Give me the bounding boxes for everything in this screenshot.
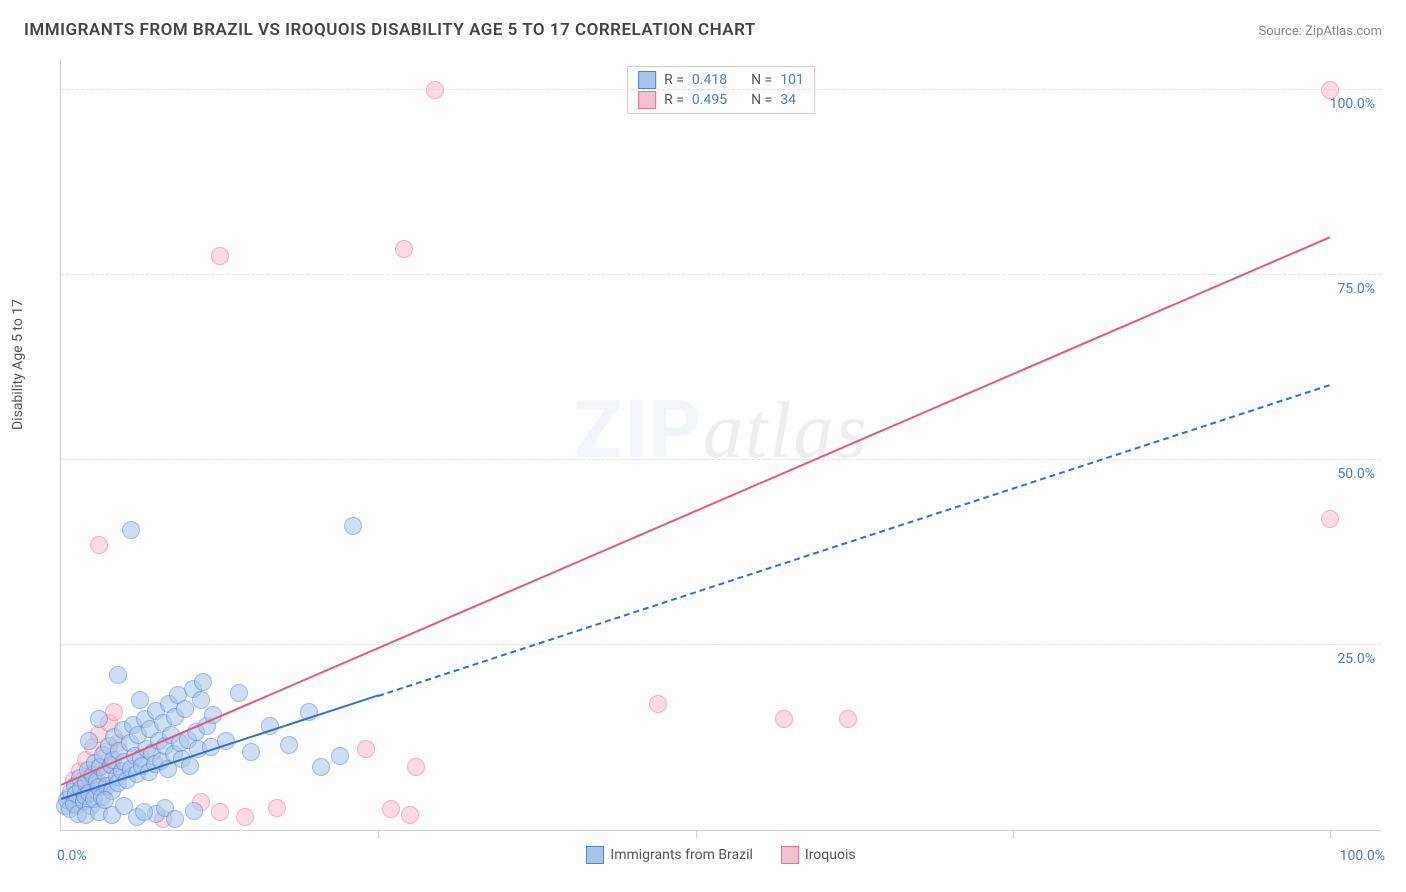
data-point-iroquois: [426, 81, 444, 99]
data-point-iroquois: [211, 803, 229, 821]
legend-item-iroquois: Iroquois: [781, 846, 856, 864]
data-point-brazil: [242, 743, 260, 761]
gridline: [61, 459, 1381, 460]
n-value-brazil: 101: [780, 72, 804, 88]
n-label: N =: [751, 72, 772, 88]
swatch-brazil: [586, 846, 604, 864]
data-point-iroquois: [268, 799, 286, 817]
x-tick-label-max: 100.0%: [1340, 848, 1385, 864]
source-name: ZipAtlas.com: [1305, 24, 1382, 39]
data-point-brazil: [135, 803, 153, 821]
legend-row-iroquois: R = 0.495 N = 34: [638, 91, 804, 109]
data-point-brazil: [280, 736, 298, 754]
data-point-brazil: [131, 691, 149, 709]
data-point-brazil: [90, 710, 108, 728]
r-label: R =: [664, 72, 684, 88]
data-point-iroquois: [382, 800, 400, 818]
watermark-zip: ZIP: [573, 383, 703, 477]
data-point-brazil: [230, 684, 248, 702]
y-tick-label: 75.0%: [1337, 281, 1375, 297]
y-tick-label: 100.0%: [1330, 96, 1375, 112]
y-tick-label: 50.0%: [1337, 466, 1375, 482]
data-point-brazil: [331, 747, 349, 765]
source-credit: Source: ZipAtlas.com: [1258, 24, 1382, 39]
r-value-iroquois: 0.495: [692, 92, 727, 108]
gridline: [61, 89, 1381, 90]
data-point-iroquois: [211, 247, 229, 265]
n-label: N =: [751, 92, 772, 108]
data-point-iroquois: [775, 710, 793, 728]
data-point-iroquois: [649, 695, 667, 713]
data-point-brazil: [344, 517, 362, 535]
data-point-iroquois: [407, 758, 425, 776]
data-point-iroquois: [236, 808, 254, 826]
n-value-iroquois: 34: [780, 92, 796, 108]
data-point-iroquois: [1321, 510, 1339, 528]
chart-title: IMMIGRANTS FROM BRAZIL VS IROQUOIS DISAB…: [24, 20, 756, 40]
swatch-iroquois: [638, 91, 656, 109]
trendline-iroquois: [61, 236, 1331, 786]
data-point-iroquois: [401, 806, 419, 824]
series-legend: Immigrants from Brazil Iroquois: [61, 846, 1381, 864]
legend-label-iroquois: Iroquois: [805, 847, 856, 863]
r-label: R =: [664, 92, 684, 108]
data-point-iroquois: [839, 710, 857, 728]
gridline: [61, 644, 1381, 645]
r-value-brazil: 0.418: [692, 72, 727, 88]
data-point-brazil: [122, 521, 140, 539]
x-tick-label-min: 0.0%: [57, 848, 87, 864]
plot-area: ZIPatlas R = 0.418 N = 101 R = 0.495 N =…: [60, 60, 1381, 831]
swatch-brazil: [638, 71, 656, 89]
swatch-iroquois: [781, 846, 799, 864]
x-tick: [1330, 830, 1331, 838]
watermark-atlas: atlas: [703, 387, 869, 475]
data-point-brazil: [185, 802, 203, 820]
trendline-brazil-dashed: [378, 384, 1331, 697]
data-point-brazil: [192, 691, 210, 709]
data-point-brazil: [312, 758, 330, 776]
source-prefix: Source:: [1258, 24, 1305, 39]
correlation-legend: R = 0.418 N = 101 R = 0.495 N = 34: [627, 66, 815, 114]
data-point-iroquois: [357, 740, 375, 758]
gridline: [61, 274, 1381, 275]
y-tick-label: 25.0%: [1337, 651, 1375, 667]
data-point-brazil: [80, 732, 98, 750]
data-point-brazil: [166, 810, 184, 828]
data-point-brazil: [96, 791, 114, 809]
watermark: ZIPatlas: [573, 383, 868, 477]
legend-item-brazil: Immigrants from Brazil: [586, 846, 753, 864]
x-tick: [378, 830, 379, 838]
data-point-brazil: [109, 666, 127, 684]
y-axis-label: Disability Age 5 to 17: [10, 299, 26, 430]
data-point-brazil: [115, 797, 133, 815]
x-tick: [696, 830, 697, 838]
legend-row-brazil: R = 0.418 N = 101: [638, 71, 804, 89]
x-tick: [1013, 830, 1014, 838]
data-point-iroquois: [395, 240, 413, 258]
data-point-iroquois: [1321, 81, 1339, 99]
legend-label-brazil: Immigrants from Brazil: [610, 847, 753, 863]
data-point-iroquois: [90, 536, 108, 554]
data-point-brazil: [194, 673, 212, 691]
